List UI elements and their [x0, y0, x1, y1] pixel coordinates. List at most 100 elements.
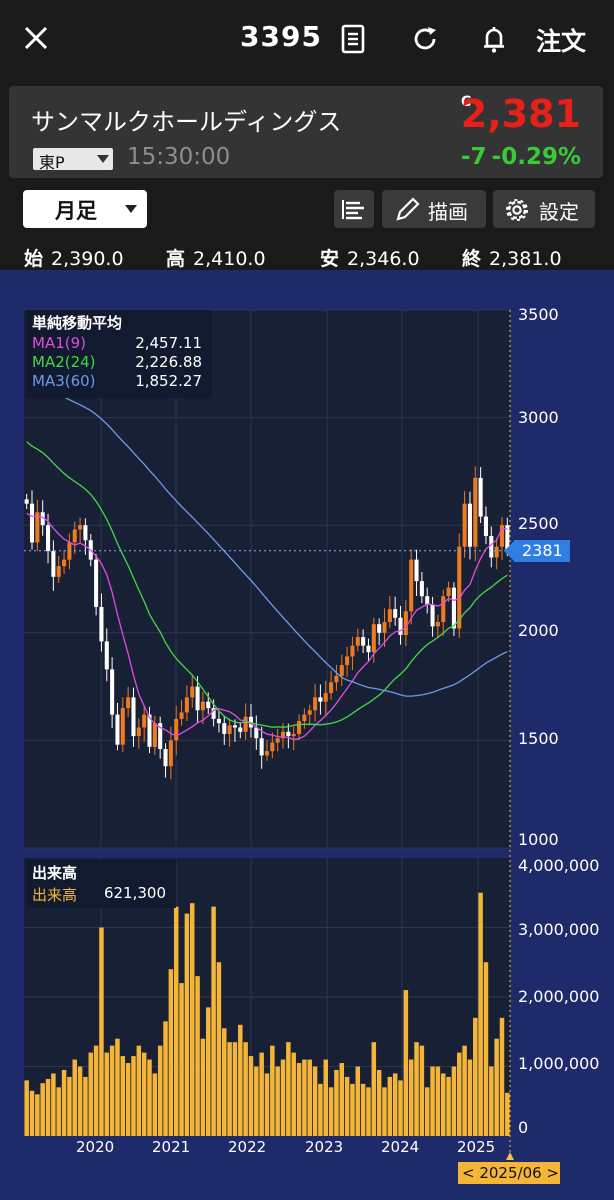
volume-bar: [56, 1087, 61, 1136]
candle-body: [56, 566, 61, 577]
volume-bar: [99, 927, 104, 1136]
market-select[interactable]: 東P: [33, 148, 113, 172]
volume-bar: [45, 1079, 51, 1136]
volume-bar: [499, 1017, 505, 1136]
candle-body: [409, 559, 414, 612]
volume-tick: 0: [518, 1118, 529, 1137]
volume-bar: [296, 1063, 302, 1136]
volume-legend-title: 出来高: [32, 864, 78, 882]
candle-body: [307, 710, 312, 715]
refresh-icon[interactable]: [408, 22, 442, 56]
volume-value: 621,300: [103, 884, 166, 902]
candle-body: [350, 645, 355, 657]
candle-body: [222, 723, 227, 734]
low-value: 安 2,346.0: [320, 248, 420, 270]
candle-body: [78, 525, 83, 530]
price-tick: 1000: [518, 830, 559, 849]
settings-label: 設定: [539, 200, 579, 224]
candle-body: [254, 727, 259, 739]
candle-body: [126, 697, 131, 709]
price-tick: 2000: [518, 621, 559, 640]
indicator-button[interactable]: [334, 190, 374, 228]
ohlc-row: 始 2,390.0 高 2,410.0 安 2,346.0 終 2,381.0: [0, 240, 614, 270]
volume-legend: 出来高 出来高 621,300: [26, 860, 176, 908]
volume-bar: [232, 1042, 238, 1136]
candle-body: [152, 723, 157, 747]
candle-body: [24, 499, 29, 504]
volume-bar: [77, 1066, 83, 1136]
ma1-label: MA1(9): [32, 334, 86, 352]
candle-body: [264, 751, 270, 756]
volume-bar: [141, 1052, 147, 1136]
candle-body: [297, 721, 302, 734]
candle-body: [430, 604, 435, 627]
price-change: -7: [461, 144, 487, 170]
candle-body: [238, 727, 243, 732]
candle-body: [403, 611, 408, 635]
ma1-line: [26, 512, 508, 741]
candle-body: [115, 714, 120, 745]
chevron-down-icon: [97, 155, 109, 163]
volume-bar: [339, 1063, 345, 1136]
price-tick: 2500: [518, 514, 559, 533]
candle-body: [280, 731, 286, 739]
candle-body: [302, 714, 307, 722]
order-button[interactable]: 注文: [536, 27, 587, 56]
candle-body: [62, 559, 67, 567]
volume-bar: [216, 962, 222, 1136]
volume-bar: [355, 1066, 361, 1136]
volume-bar: [403, 990, 409, 1136]
candle-body: [29, 503, 35, 543]
candle-body: [334, 675, 339, 683]
candle-body: [270, 742, 275, 752]
candle-body: [104, 641, 109, 670]
candle-body: [168, 740, 173, 767]
candle-body: [110, 669, 115, 715]
bell-icon[interactable]: [477, 22, 511, 56]
volume-bar: [323, 1059, 328, 1136]
close-icon[interactable]: [20, 22, 52, 54]
candle-body: [398, 617, 403, 635]
ma-legend-title: 単純移動平均: [32, 314, 123, 332]
volume-tick: 4,000,000: [518, 856, 600, 875]
price-tick: 3000: [518, 408, 559, 427]
candle-body: [142, 714, 147, 728]
candle-body: [473, 477, 478, 547]
candle-body: [371, 624, 376, 653]
volume-bar: [259, 1052, 264, 1136]
draw-button[interactable]: 描画: [382, 190, 486, 228]
stock-name: サンマルクホールディングス: [31, 108, 342, 136]
volume-bar: [40, 1083, 45, 1136]
candle-body: [451, 587, 456, 629]
volume-bar: [120, 1056, 126, 1136]
candle-body: [339, 665, 344, 676]
current-price-arrow: [504, 541, 514, 561]
volume-bar: [270, 1045, 275, 1136]
volume-bar: [88, 1052, 94, 1136]
cursor-marker: [506, 1152, 514, 1160]
period-select[interactable]: 月足: [23, 190, 147, 228]
candle-body: [195, 686, 200, 711]
volume-bar: [136, 1045, 142, 1136]
candle-body: [382, 622, 387, 633]
volume-bar: [254, 1066, 259, 1136]
settings-button[interactable]: 設定: [493, 190, 595, 228]
volume-bar: [350, 1083, 355, 1136]
candle-body: [291, 733, 296, 737]
volume-bar: [195, 976, 200, 1136]
volume-bar: [435, 1066, 441, 1136]
volume-bar: [222, 1028, 227, 1136]
candle-body: [366, 645, 371, 653]
volume-bar: [430, 1066, 435, 1136]
volume-bar: [184, 913, 190, 1136]
volume-bar: [280, 1059, 286, 1136]
volume-bar: [163, 1021, 168, 1136]
price-tick: 1500: [518, 729, 559, 748]
open-value: 始 2,390.0: [24, 248, 124, 270]
volume-bar: [147, 1059, 152, 1136]
document-icon[interactable]: [336, 22, 370, 56]
volume-bar: [115, 1038, 120, 1136]
volume-bar: [371, 1042, 377, 1136]
close-value: 終 2,381.0: [462, 248, 562, 270]
